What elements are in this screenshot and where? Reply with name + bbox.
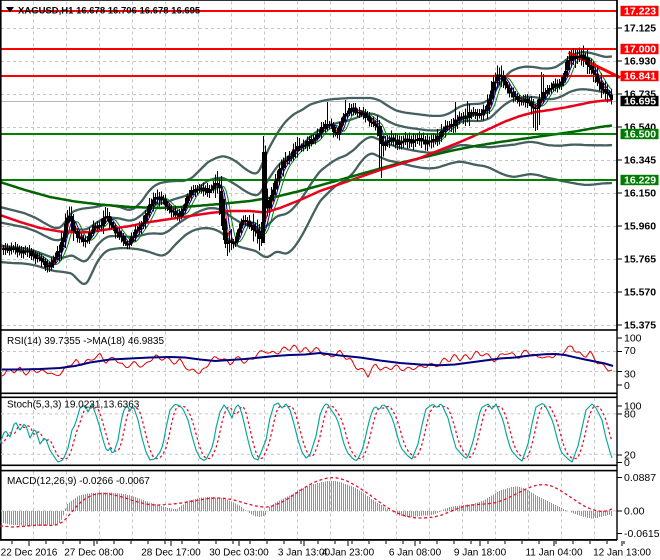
svg-text:30: 30 <box>624 369 636 381</box>
svg-text:100: 100 <box>624 401 642 413</box>
svg-text:9 Jan 18:00: 9 Jan 18:00 <box>454 548 507 559</box>
svg-text:0.0887: 0.0887 <box>624 472 656 484</box>
svg-text:15.375: 15.375 <box>624 320 656 332</box>
svg-text:12 Jan 13:00: 12 Jan 13:00 <box>593 548 651 559</box>
svg-text:16.500: 16.500 <box>624 129 656 141</box>
svg-text:22 Dec 2016: 22 Dec 2016 <box>1 548 58 559</box>
svg-text:16.841: 16.841 <box>624 71 656 83</box>
svg-text:100: 100 <box>624 333 642 345</box>
svg-text:6 Jan 08:00: 6 Jan 08:00 <box>389 548 442 559</box>
svg-text:16.229: 16.229 <box>624 175 656 187</box>
svg-text:16.695: 16.695 <box>624 96 656 108</box>
svg-text:16.345: 16.345 <box>624 155 656 167</box>
svg-text:70: 70 <box>624 345 636 357</box>
svg-text:30 Dec 03:00: 30 Dec 03:00 <box>209 548 269 559</box>
svg-text:80: 80 <box>624 409 636 421</box>
svg-text:27 Dec 08:00: 27 Dec 08:00 <box>64 548 124 559</box>
svg-text:0.00: 0.00 <box>624 506 645 518</box>
svg-text:MACD(12,26,9) -0.0266 -0.0067: MACD(12,26,9) -0.0266 -0.0067 <box>7 476 150 487</box>
svg-text:Stoch(5,3,3) 19.0231,13.6363: Stoch(5,3,3) 19.0231,13.6363 <box>7 400 140 411</box>
svg-text:20: 20 <box>624 450 636 462</box>
svg-text:4 Jan 23:00: 4 Jan 23:00 <box>322 548 375 559</box>
svg-text:15.570: 15.570 <box>624 287 656 299</box>
svg-text:-0.0615: -0.0615 <box>624 528 660 540</box>
svg-text:0: 0 <box>624 380 630 392</box>
svg-text:15.765: 15.765 <box>624 254 656 266</box>
svg-text:16.150: 16.150 <box>624 188 656 200</box>
svg-text:17.223: 17.223 <box>624 6 656 18</box>
svg-text:XAGUSD,H1 16.678 16.706 16.67: XAGUSD,H1 16.678 16.706 16.678 16.695 <box>18 6 201 17</box>
svg-text:17.000: 17.000 <box>624 44 656 56</box>
svg-text:28 Dec 17:00: 28 Dec 17:00 <box>141 548 201 559</box>
svg-text:17.125: 17.125 <box>624 23 656 35</box>
svg-text:RSI(14) 39.7355 ->MA(18) 46.9: RSI(14) 39.7355 ->MA(18) 46.9835 <box>7 336 164 347</box>
svg-text:11 Jan 04:00: 11 Jan 04:00 <box>525 548 583 559</box>
svg-text:0: 0 <box>624 457 630 469</box>
svg-text:16.930: 16.930 <box>624 56 656 68</box>
svg-text:15.960: 15.960 <box>624 221 656 233</box>
svg-text:3 Jan 13:00: 3 Jan 13:00 <box>278 548 331 559</box>
